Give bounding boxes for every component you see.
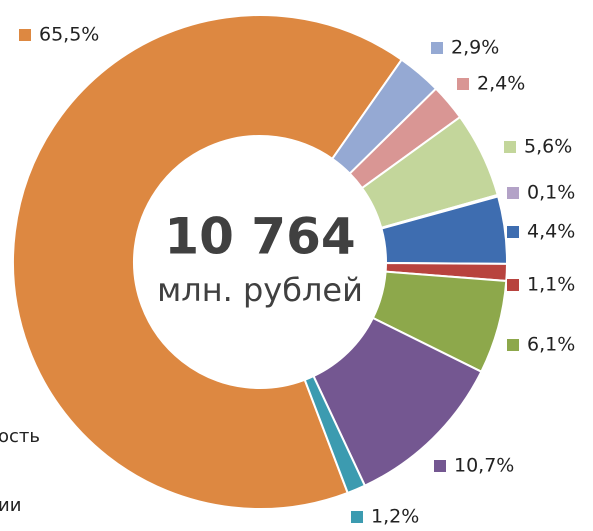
data-label: 0,1%: [527, 182, 575, 204]
data-label: 2,4%: [477, 73, 525, 95]
legend-swatch: [507, 187, 519, 199]
slice: [303, 374, 367, 495]
data-label: 6,1%: [527, 334, 575, 356]
data-label: 1,1%: [527, 274, 575, 296]
cropped-legend-text: ость: [0, 426, 40, 447]
legend-swatch: [434, 460, 446, 472]
legend-swatch: [507, 226, 519, 238]
legend-swatch: [351, 511, 363, 523]
data-label: 10,7%: [454, 455, 514, 477]
legend-swatch: [457, 78, 469, 90]
data-label: 65,5%: [39, 24, 99, 46]
data-label: 5,6%: [524, 136, 572, 158]
cropped-legend-text: ии: [0, 495, 21, 516]
donut: [12, 14, 509, 510]
legend-swatch: [431, 42, 443, 54]
data-label: 2,9%: [451, 37, 499, 59]
data-label: 1,2%: [371, 506, 419, 528]
center-unit: млн. рублей: [157, 271, 363, 309]
data-label: 4,4%: [527, 221, 575, 243]
legend-swatch: [504, 141, 516, 153]
legend-swatch: [19, 29, 31, 41]
legend-swatch: [507, 339, 519, 351]
center-value: 10 764: [164, 208, 355, 266]
legend-swatch: [507, 279, 519, 291]
slice: [12, 14, 404, 510]
